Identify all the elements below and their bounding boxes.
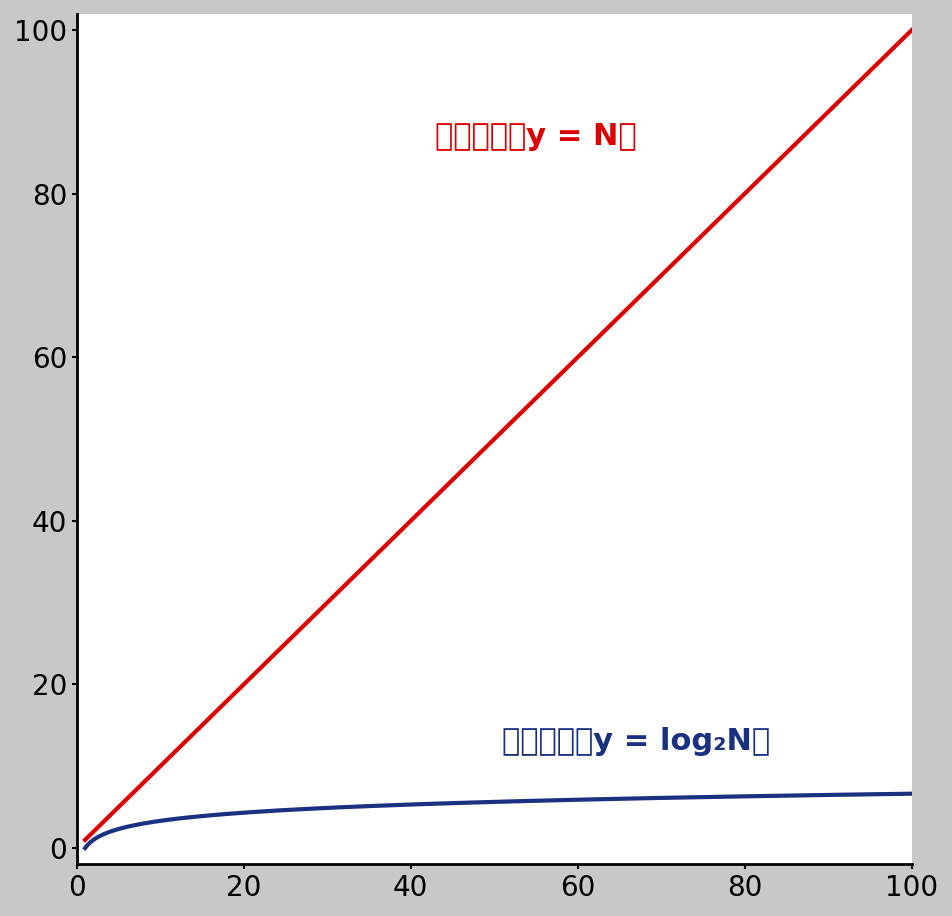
Text: 二分探索（y = log₂N）: 二分探索（y = log₂N） [502, 727, 770, 757]
Text: 線形探索（y = N）: 線形探索（y = N） [435, 122, 637, 151]
